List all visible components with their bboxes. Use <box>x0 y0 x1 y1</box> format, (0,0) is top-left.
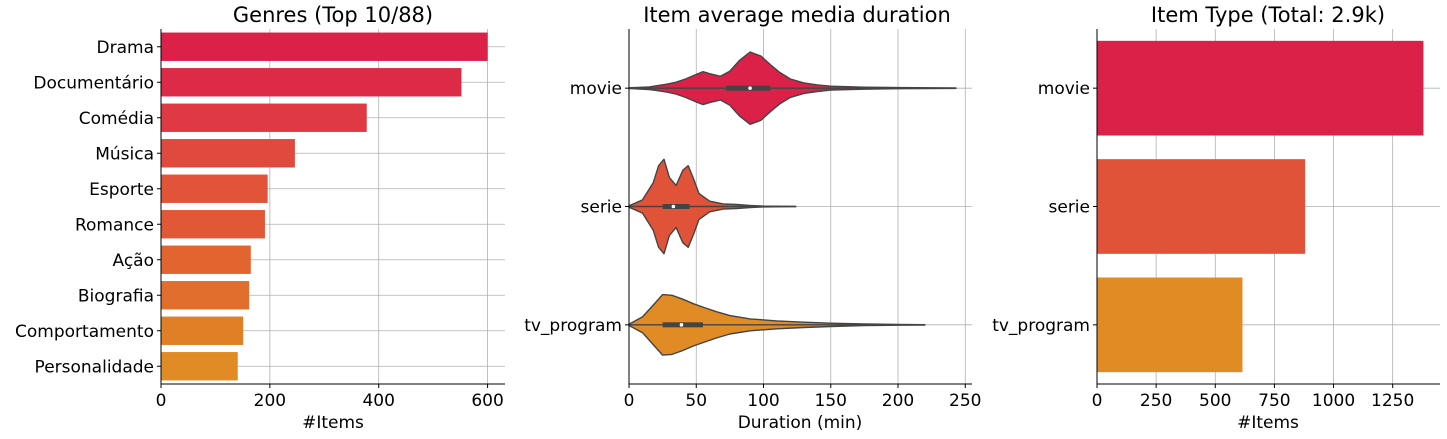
duration-x-label: Duration (min) <box>738 413 863 433</box>
genres-bar-musica <box>161 139 295 168</box>
violin-median-tv-program <box>679 323 684 327</box>
duration-category-label-serie: serie <box>581 198 623 218</box>
item-type-panel: 0 250 500 750 1000 1250 movie serie tv_program I… <box>992 3 1440 433</box>
genres-x-tick-label: 0 <box>156 391 167 411</box>
genres-bar-romance <box>161 210 265 239</box>
duration-title: Item average media duration <box>643 3 951 27</box>
violin-box-serie <box>662 204 690 209</box>
genres-category-label-musica: Música <box>95 144 154 164</box>
item-type-bar-movie <box>1097 40 1424 136</box>
item-type-x-tick-label: 750 <box>1258 391 1290 411</box>
genres-bar-drama <box>161 32 488 61</box>
duration-x-tick-label: 100 <box>747 391 779 411</box>
item-type-bar-tv-program <box>1097 277 1243 373</box>
duration-x-tick-label: 50 <box>685 391 707 411</box>
item-type-x-label: #Items <box>1237 413 1299 433</box>
genres-bar-documentario <box>161 68 462 97</box>
genres-category-label-comportamento: Comportamento <box>15 322 154 342</box>
duration-x-tick-label: 0 <box>624 391 635 411</box>
item-type-category-label-tv-program: tv_program <box>992 316 1090 336</box>
genres-bar-esporte <box>161 174 268 203</box>
genres-bar-biografia <box>161 281 250 310</box>
duration-category-label-movie: movie <box>570 79 622 99</box>
genres-category-label-documentario: Documentário <box>33 73 154 93</box>
item-type-bar-serie <box>1097 159 1306 254</box>
genres-panel: 0 200 400 600 Drama Documentário Comédia Música… <box>15 3 505 433</box>
item-type-x-tick-label: 1000 <box>1312 391 1355 411</box>
violin-box-movie <box>725 85 771 91</box>
genres-bar-personalidade <box>161 352 238 381</box>
genres-title: Genres (Top 10/88) <box>233 3 433 27</box>
item-type-x-tick-label: 500 <box>1199 391 1231 411</box>
duration-x-tick-label: 200 <box>882 391 914 411</box>
duration-x-tick-label: 150 <box>815 391 847 411</box>
genres-category-label-esporte: Esporte <box>89 180 154 200</box>
violin-median-movie <box>748 86 752 90</box>
genres-x-tick-label: 400 <box>362 391 394 411</box>
item-type-category-label-serie: serie <box>1049 198 1091 218</box>
duration-panel: 0 50 100 150 200 250 movie serie tv_program Item… <box>524 3 981 433</box>
genres-x-label: #Items <box>302 413 364 433</box>
duration-x-tick-label: 250 <box>949 391 981 411</box>
item-type-x-tick-label: 0 <box>1092 391 1103 411</box>
genres-category-label-romance: Romance <box>75 215 154 235</box>
genres-category-label-comedia: Comédia <box>79 109 154 129</box>
genres-category-label-personalidade: Personalidade <box>35 357 154 377</box>
item-type-category-label-movie: movie <box>1038 79 1090 99</box>
duration-category-label-tv-program: tv_program <box>524 316 622 336</box>
item-type-title: Item Type (Total: 2.9k) <box>1151 3 1385 27</box>
genres-x-tick-label: 600 <box>471 391 503 411</box>
genres-bar-comedia <box>161 103 367 132</box>
item-type-x-tick-label: 1250 <box>1371 391 1414 411</box>
genres-category-label-drama: Drama <box>97 38 154 58</box>
genres-category-label-acao: Ação <box>113 251 155 271</box>
violin-median-serie <box>671 204 676 209</box>
item-type-x-tick-label: 250 <box>1140 391 1172 411</box>
genres-bar-comportamento <box>161 316 244 345</box>
genres-bar-acao <box>161 245 251 274</box>
genres-category-label-biografia: Biografia <box>78 286 154 306</box>
genres-x-tick-label: 200 <box>254 391 286 411</box>
